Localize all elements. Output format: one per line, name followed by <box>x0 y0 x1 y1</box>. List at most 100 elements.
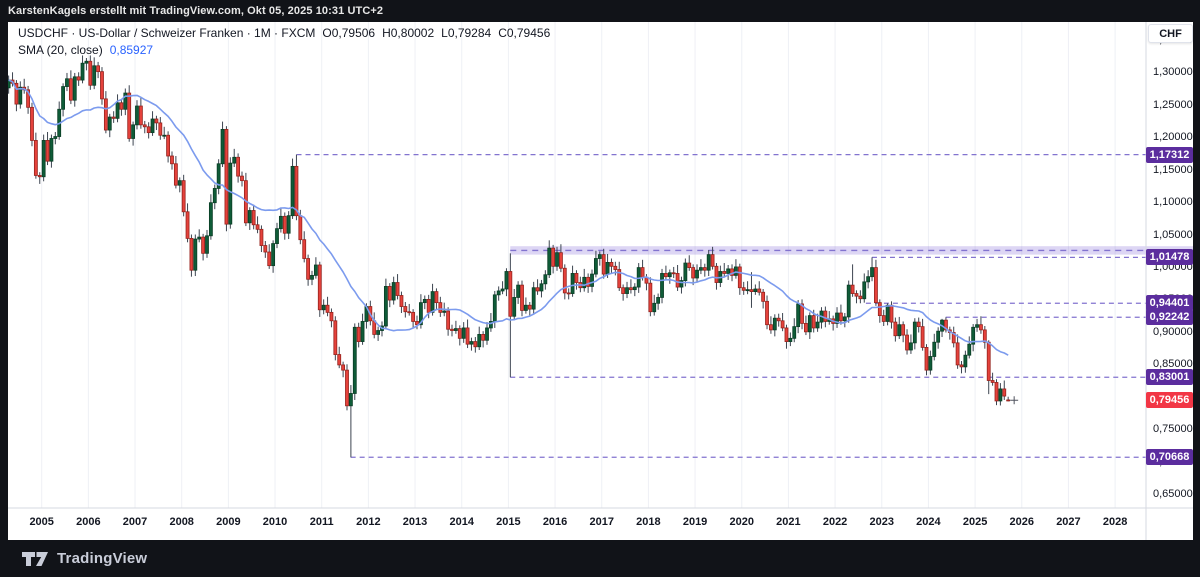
candle-down <box>784 327 789 342</box>
candle-up <box>290 165 295 217</box>
candle-down <box>691 267 696 279</box>
year-tick-label: 2010 <box>262 516 288 528</box>
price-chart[interactable] <box>8 22 1193 540</box>
candle-up <box>652 302 657 313</box>
candle-down <box>240 175 244 182</box>
candle-up <box>348 393 353 407</box>
candle-down <box>722 271 727 274</box>
candle-up <box>842 316 847 322</box>
candle-down <box>920 326 925 348</box>
candle-up <box>469 341 474 345</box>
candle-down <box>664 273 668 278</box>
indicator-value: 0,85927 <box>109 43 154 57</box>
attribution-bar: KarstenKagels erstellt mit TradingView.c… <box>0 0 1200 22</box>
year-tick-label: 2012 <box>356 516 381 528</box>
year-tick-label: 2027 <box>1056 516 1081 528</box>
candle-up <box>594 258 598 275</box>
candle-down <box>508 271 513 317</box>
candle-up <box>496 290 501 296</box>
candle-down <box>675 273 680 288</box>
year-tick-label: 2016 <box>542 516 568 528</box>
candle-down <box>154 118 159 124</box>
candle-down <box>994 382 999 402</box>
candle-up <box>107 116 112 131</box>
candle-down <box>30 106 34 141</box>
price-tick-label: 0,90000 <box>1153 325 1193 338</box>
price-tick-label: 1,30000 <box>1153 66 1193 79</box>
candle-down <box>111 116 116 119</box>
candle-up <box>582 276 587 289</box>
candle-down <box>714 265 719 283</box>
candle-down <box>403 306 408 313</box>
candle-down <box>341 364 346 371</box>
year-tick-label: 2017 <box>589 516 614 528</box>
footer-bar: TradingView <box>0 540 1200 577</box>
candle-down <box>138 105 143 126</box>
candle-down <box>166 134 170 157</box>
candle-down <box>282 215 287 234</box>
candle-up <box>49 138 54 162</box>
candle-up <box>278 215 283 230</box>
candle-up <box>500 288 505 292</box>
candle-down <box>142 124 147 128</box>
candle-down <box>671 272 676 275</box>
time-axis[interactable]: 2005 2006 2007 2008 2009 2010 2011 2012 2013 2014… <box>8 508 1193 540</box>
candle-down <box>158 122 163 136</box>
year-tick-label: 2023 <box>869 516 894 528</box>
candle-up <box>376 330 381 335</box>
candle-up <box>967 343 972 356</box>
candle-up <box>123 92 128 110</box>
candle-up <box>162 134 167 137</box>
candle-up <box>512 297 517 317</box>
candle-down <box>127 92 132 139</box>
price-axis[interactable]: 1,350001,300001,250001,200001,150001,100… <box>1146 22 1193 508</box>
candle-up <box>286 215 291 234</box>
candle-down <box>924 347 929 371</box>
candle-up <box>625 287 629 294</box>
candle-down <box>294 165 299 217</box>
year-tick-label: 2024 <box>916 516 941 528</box>
candle-down <box>710 254 715 267</box>
candle-down <box>267 251 272 267</box>
candle-up <box>706 254 711 271</box>
candle-up <box>65 78 69 87</box>
candle-up <box>772 317 777 331</box>
last-price-badge: 0,79456 <box>1146 392 1193 409</box>
candle-down <box>399 295 404 307</box>
candle-down <box>741 287 746 291</box>
year-tick-label: 2014 <box>449 516 474 528</box>
candle-up <box>679 280 684 288</box>
candle-down <box>749 289 754 293</box>
candle-up <box>975 324 979 328</box>
candle-up <box>866 276 871 283</box>
candle-down <box>68 78 73 101</box>
candle-down <box>776 317 781 322</box>
candle-down <box>823 310 828 322</box>
symbol-legend-row: USDCHF · US-Dollar / Schweizer Franken ·… <box>18 25 550 42</box>
candle-up <box>84 60 89 64</box>
year-tick-label: 2013 <box>402 516 428 528</box>
candle-up <box>492 294 497 322</box>
sma-line <box>8 79 1009 356</box>
chart-panel: USDCHF · US-Dollar / Schweizer Franken ·… <box>8 22 1193 540</box>
candle-down <box>173 163 178 186</box>
candle-down <box>990 380 995 383</box>
candle-up <box>846 284 851 318</box>
candle-up <box>605 262 610 275</box>
candle-down <box>527 304 532 310</box>
price-tick-label: 1,25000 <box>1153 98 1193 111</box>
candle-down <box>986 341 991 381</box>
candle-down <box>76 76 81 81</box>
candle-down <box>858 295 863 300</box>
candle-down <box>255 224 260 230</box>
candle-down <box>535 287 540 292</box>
candle-up <box>247 210 252 224</box>
candle-up <box>220 128 225 165</box>
high-value: H0,80002 <box>382 26 435 40</box>
candle-down <box>33 140 38 176</box>
price-level-badge: 0,70668 <box>1146 449 1193 466</box>
tradingview-logo[interactable]: TradingView <box>22 550 147 567</box>
currency-button[interactable]: CHF <box>1148 24 1193 43</box>
attribution-text: KarstenKagels erstellt mit TradingView.c… <box>8 5 384 17</box>
candle-down <box>88 60 93 86</box>
